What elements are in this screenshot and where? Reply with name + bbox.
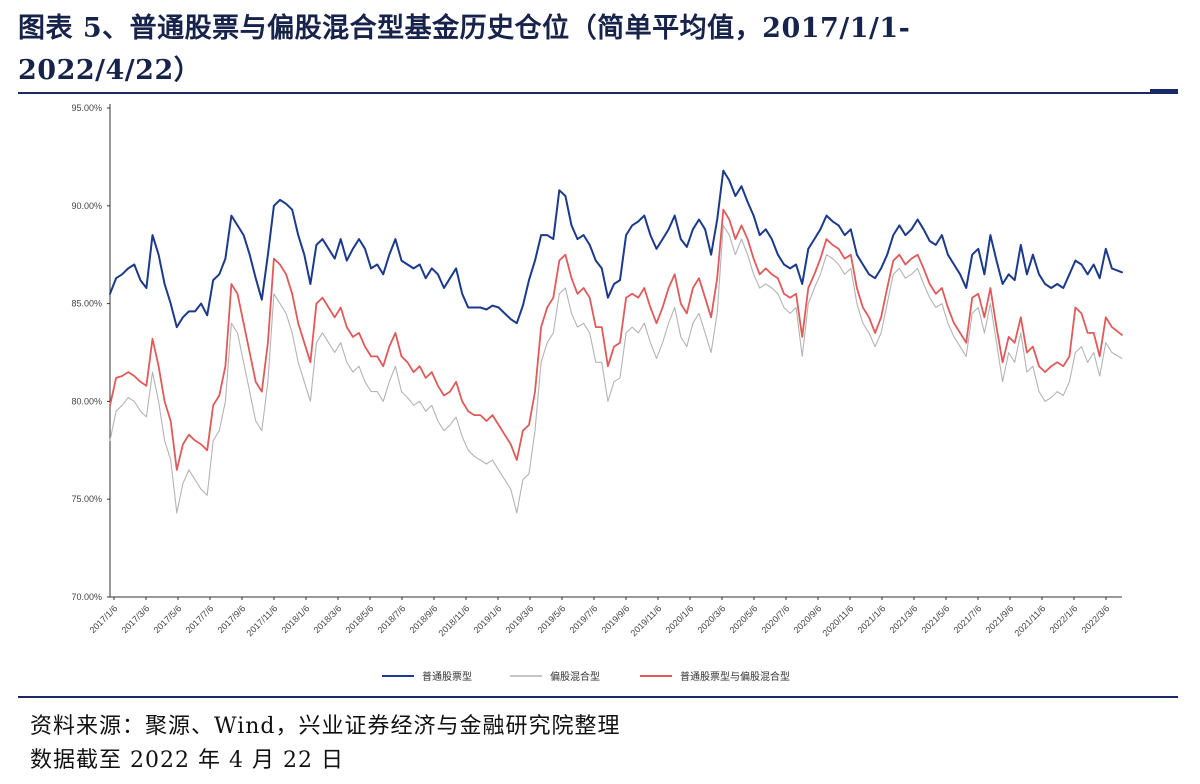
y-tick-label: 75.00%: [71, 494, 102, 504]
y-tick-label: 90.00%: [71, 201, 102, 211]
y-tick-label: 85.00%: [71, 299, 102, 309]
legend-label: 普通股票型与偏股混合型: [680, 670, 790, 683]
x-tick-label: 2019/3/6: [504, 603, 536, 635]
x-tick-label: 2022/3/6: [1080, 603, 1112, 635]
x-tick-label: 2021/3/6: [888, 603, 920, 635]
date-note: 数据截至 2022 年 4 月 22 日: [30, 748, 344, 773]
x-tick-label: 2019/5/6: [536, 603, 568, 635]
legend-item-combined: 普通股票型与偏股混合型: [640, 670, 790, 683]
top-divider: [18, 92, 1178, 94]
y-tick-label: 80.00%: [71, 396, 102, 406]
legend-label: 普通股票型: [422, 670, 472, 683]
x-tick-label: 2020/7/6: [760, 603, 792, 635]
x-tick-label: 2018/9/6: [408, 603, 440, 635]
x-tick-label: 2017/9/6: [216, 603, 248, 635]
x-tick-label: 2018/5/6: [344, 603, 376, 635]
series-line-combined: [109, 208, 1123, 471]
x-tick-label: 2020/11/6: [821, 603, 856, 638]
x-tick-label: 2021/7/6: [952, 603, 984, 635]
legend-label: 偏股混合型: [550, 670, 600, 683]
source-note: 资料来源：聚源、Wind，兴业证券经济与金融研究院整理: [30, 714, 621, 739]
x-tick-label: 2021/1/6: [856, 603, 888, 635]
x-tick-label: 2018/1/6: [280, 603, 312, 635]
x-tick-label: 2019/11/6: [629, 603, 664, 638]
x-tick-label: 2020/3/6: [696, 603, 728, 635]
chart-axes: 70.00% 75.00% 80.00% 85.00% 90.00% 95.00% 2017…: [71, 103, 1122, 638]
x-tick-label: 2019/1/6: [472, 603, 504, 635]
x-tick-label: 2022/1/6: [1048, 603, 1080, 635]
legend-item-stock: 普通股票型: [382, 670, 472, 683]
x-tick-label: 2019/9/6: [600, 603, 632, 635]
bottom-divider: [18, 696, 1178, 698]
y-tick-label: 95.00%: [71, 103, 102, 113]
x-tick-label: 2017/11/6: [245, 603, 280, 638]
chart-title-line1: 图表 5、普通股票与偏股混合型基金历史仓位（简单平均值，2017/1/1-: [18, 13, 911, 44]
x-tick-label: 2021/9/6: [984, 603, 1016, 635]
x-tick-label: 2020/1/6: [664, 603, 696, 635]
x-tick-label: 2018/7/6: [376, 603, 408, 635]
x-tick-label: 2021/5/6: [920, 603, 952, 635]
series-line-stock: [109, 169, 1123, 329]
x-tick-label: 2019/7/6: [568, 603, 600, 635]
series-line-mixed: [109, 224, 1123, 514]
x-tick-label: 2017/3/6: [120, 603, 152, 635]
chart-title-line2: 2022/4/22）: [18, 55, 202, 86]
chart-legend: 普通股票型 偏股混合型 普通股票型与偏股混合型: [382, 670, 790, 683]
y-tick-label: 70.00%: [71, 592, 102, 602]
x-tick-label: 2018/11/6: [437, 603, 472, 638]
chart-series-layer: [109, 169, 1123, 514]
legend-item-mixed: 偏股混合型: [510, 670, 600, 683]
x-tick-label: 2021/11/6: [1013, 603, 1048, 638]
chart-title: 图表 5、普通股票与偏股混合型基金历史仓位（简单平均值，2017/1/1- 20…: [18, 8, 1178, 92]
x-tick-label: 2017/5/6: [152, 603, 184, 635]
x-tick-label: 2018/3/6: [312, 603, 344, 635]
x-tick-label: 2017/1/6: [88, 603, 120, 635]
top-divider-accent: [1150, 89, 1178, 94]
x-tick-label: 2020/5/6: [728, 603, 760, 635]
x-tick-label: 2020/9/6: [792, 603, 824, 635]
x-tick-label: 2017/7/6: [184, 603, 216, 635]
